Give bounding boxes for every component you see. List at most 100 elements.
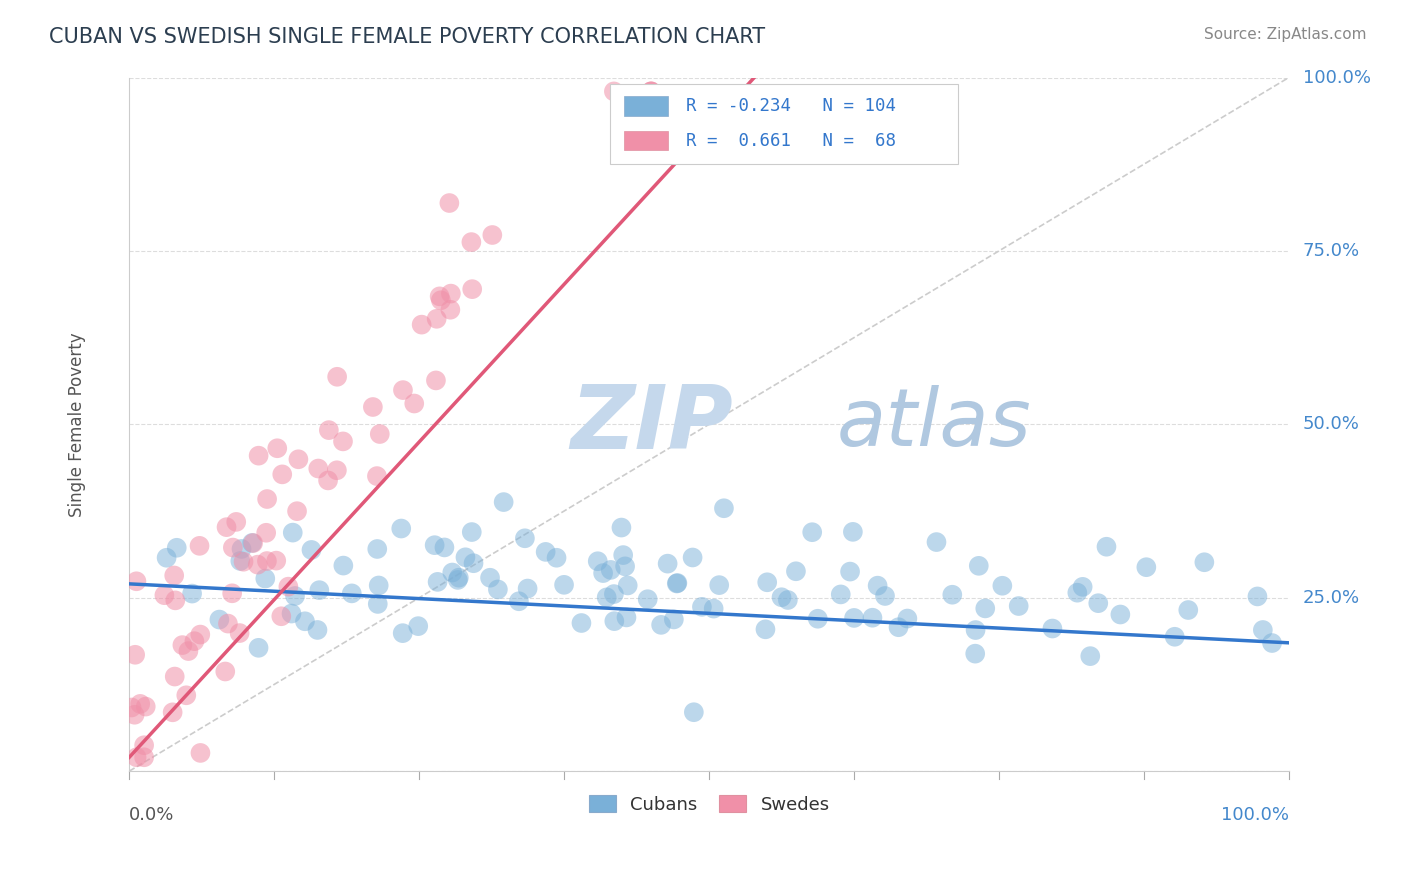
Point [287, 452, 309, 467]
Point [392, 383, 415, 397]
Point [307, 461, 329, 475]
Point [709, 578, 731, 592]
Point [941, 588, 963, 602]
Point [222, 541, 245, 555]
Point [516, 582, 538, 596]
Point [640, 84, 662, 98]
Point [662, 612, 685, 626]
Point [463, 556, 485, 570]
Point [546, 550, 568, 565]
Point [513, 531, 536, 545]
Point [965, 623, 987, 637]
Point [508, 594, 530, 608]
Point [367, 578, 389, 592]
Point [316, 474, 339, 488]
Point [264, 554, 287, 568]
Point [208, 613, 231, 627]
Point [129, 697, 152, 711]
Point [965, 647, 987, 661]
Point [481, 227, 503, 242]
Point [1135, 560, 1157, 574]
Point [603, 587, 626, 601]
Point [595, 591, 617, 605]
Point [256, 491, 278, 506]
Text: 100.0%: 100.0% [1303, 69, 1371, 87]
Point [166, 541, 188, 555]
Text: 100.0%: 100.0% [1220, 805, 1289, 824]
Point [1008, 599, 1031, 613]
Point [640, 84, 662, 98]
Point [866, 579, 889, 593]
Point [155, 550, 177, 565]
Point [665, 576, 688, 591]
Point [429, 289, 451, 303]
Point [266, 442, 288, 456]
Point [640, 84, 662, 98]
Point [277, 580, 299, 594]
Point [603, 614, 626, 628]
Point [614, 559, 637, 574]
Point [121, 700, 143, 714]
Point [214, 665, 236, 679]
Text: Source: ZipAtlas.com: Source: ZipAtlas.com [1204, 27, 1367, 42]
Point [612, 548, 634, 562]
Point [162, 706, 184, 720]
Text: atlas: atlas [837, 385, 1032, 463]
Point [281, 525, 304, 540]
Point [307, 623, 329, 637]
Point [132, 750, 155, 764]
Point [461, 282, 484, 296]
Point [433, 541, 456, 555]
Point [188, 539, 211, 553]
Point [181, 586, 204, 600]
Point [439, 302, 461, 317]
Text: R = -0.234   N = 104: R = -0.234 N = 104 [686, 97, 896, 115]
Point [215, 520, 238, 534]
Point [1066, 585, 1088, 599]
Point [332, 434, 354, 449]
Point [603, 84, 626, 98]
Point [389, 522, 412, 536]
Point [190, 746, 212, 760]
Point [1194, 555, 1216, 569]
Point [426, 311, 449, 326]
Point [280, 607, 302, 621]
Point [830, 587, 852, 601]
Point [426, 574, 449, 589]
Point [367, 597, 389, 611]
Text: 75.0%: 75.0% [1303, 242, 1360, 260]
Point [153, 588, 176, 602]
Point [256, 554, 278, 568]
Point [271, 467, 294, 482]
Point [270, 609, 292, 624]
Point [1164, 630, 1187, 644]
Point [366, 541, 388, 556]
Point [406, 619, 429, 633]
Point [637, 592, 659, 607]
Point [423, 538, 446, 552]
Point [553, 578, 575, 592]
Point [391, 626, 413, 640]
Point [225, 515, 247, 529]
Point [1246, 590, 1268, 604]
Point [294, 614, 316, 628]
Point [713, 501, 735, 516]
Point [1261, 636, 1284, 650]
Point [1251, 623, 1274, 637]
Text: 25.0%: 25.0% [1303, 589, 1360, 607]
Point [682, 705, 704, 719]
Point [785, 564, 807, 578]
Point [231, 541, 253, 556]
Point [839, 565, 862, 579]
Point [326, 369, 349, 384]
Point [461, 524, 484, 539]
Point [188, 627, 211, 641]
Point [1095, 540, 1118, 554]
Point [124, 648, 146, 662]
Point [340, 586, 363, 600]
Point [571, 615, 593, 630]
Point [650, 618, 672, 632]
Point [1109, 607, 1132, 622]
Point [666, 576, 689, 591]
Point [318, 423, 340, 437]
